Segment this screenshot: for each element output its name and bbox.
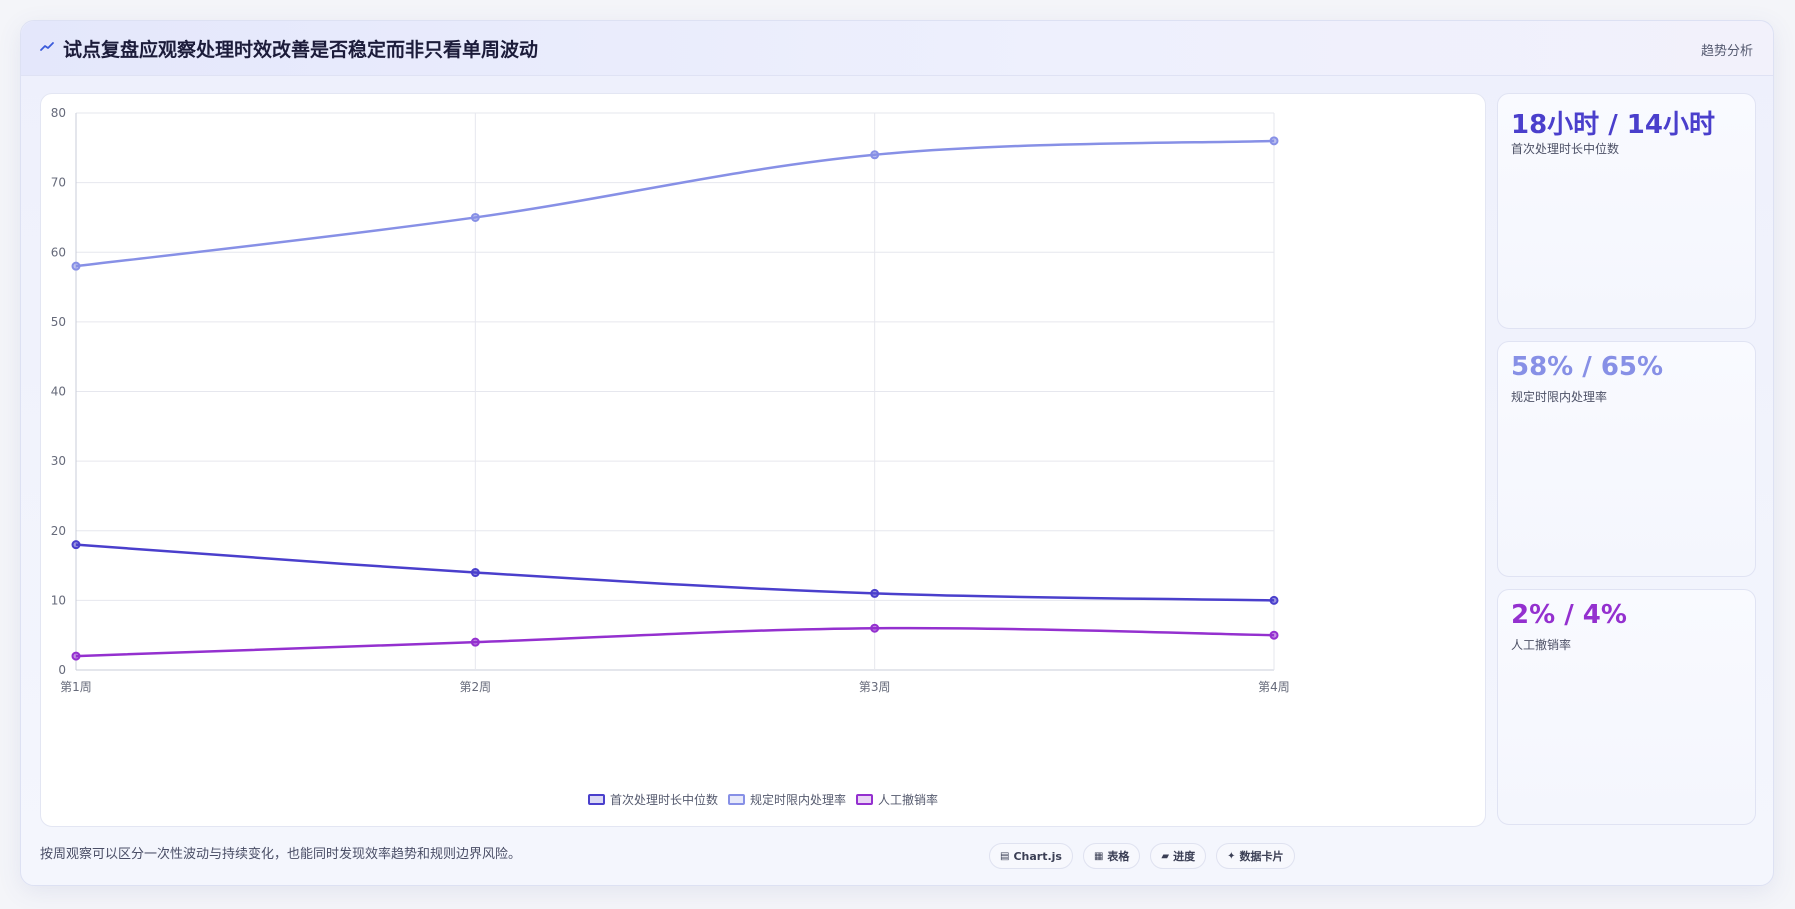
stat-value: 18小时 / 14小时 [1511, 110, 1715, 140]
chart-panel: 0 10 20 30 40 50 60 70 80 第1周 第2周 第3周 第4周 首次处理时长中位数 规… [40, 93, 1486, 827]
data-point [71, 261, 81, 271]
pill-label: 进度 [1173, 850, 1196, 863]
legend-item[interactable]: 首次处理时长中位数 [587, 791, 718, 808]
footnote: 按周观察可以区分一次性波动与持续变化，也能同时发现效率趋势和规则边界风险。 [40, 847, 522, 862]
sparkle-icon: ✦ [1227, 850, 1236, 862]
line-chart: 0 10 20 30 40 50 60 70 80 第1周 第2周 第3周 第4周 [51, 106, 1290, 694]
pill-label: 表格 [1107, 850, 1130, 863]
stat-value: 58% / 65% [1511, 352, 1664, 382]
pill-label: 数据卡片 [1239, 850, 1284, 863]
data-point [470, 637, 480, 647]
x-tick-label: 第3周 [859, 680, 891, 694]
legend-swatch [587, 794, 605, 805]
x-tick-label: 第4周 [1258, 680, 1290, 694]
y-tick-label: 20 [51, 524, 66, 538]
data-point [870, 588, 880, 598]
pill-chartjs[interactable]: ▤ Chart.js [989, 843, 1073, 869]
data-point [71, 651, 81, 661]
pill-table[interactable]: ▦ 表格 [1082, 843, 1141, 869]
card-header: 试点复盘应观察处理时效改善是否稳定而非只看单周波动 趋势分析 [21, 21, 1773, 76]
x-tick-label: 第2周 [460, 680, 492, 694]
pill-data-card[interactable]: ✦ 数据卡片 [1216, 843, 1295, 869]
chart-icon: ▤ [1000, 850, 1010, 862]
y-tick-label: 80 [51, 106, 66, 120]
tech-pills: ▤ Chart.js ▦ 表格 ▰ 进度 ✦ 数据卡片 [989, 843, 1295, 869]
stat-card-revoke-rate: 2% / 4% 人工撤销率 [1497, 589, 1756, 825]
y-tick-label: 50 [51, 315, 66, 329]
y-tick-label: 60 [51, 245, 66, 259]
chart-legend: 首次处理时长中位数 规定时限内处理率 人工撤销率 [41, 791, 1485, 808]
legend-item[interactable]: 规定时限内处理率 [727, 791, 846, 808]
y-tick-label: 40 [51, 385, 66, 399]
data-point [470, 212, 480, 222]
legend-swatch [856, 794, 873, 805]
data-point [470, 568, 480, 578]
data-point [71, 540, 81, 550]
progress-icon: ▰ [1161, 850, 1170, 862]
dashboard-card: 试点复盘应观察处理时效改善是否稳定而非只看单周波动 趋势分析 0 10 20 30 40… [20, 20, 1774, 886]
data-point [1269, 136, 1279, 146]
y-tick-label: 70 [51, 176, 66, 190]
data-point [1269, 630, 1279, 640]
x-tick-label: 第1周 [60, 680, 92, 694]
stat-label: 规定时限内处理率 [1511, 390, 1608, 404]
table-icon: ▦ [1093, 850, 1104, 862]
data-point [870, 623, 880, 633]
series-line [75, 139, 1275, 268]
y-tick-label: 0 [58, 663, 66, 677]
legend-label: 首次处理时长中位数 [609, 793, 718, 807]
legend-swatch [727, 794, 745, 805]
pill-label: Chart.js [1013, 849, 1062, 863]
stat-card-median-duration: 18小时 / 14小时 首次处理时长中位数 [1497, 93, 1756, 329]
series-line [75, 543, 1275, 602]
data-point [870, 150, 880, 160]
y-tick-label: 30 [51, 454, 66, 468]
y-tick-label: 10 [51, 593, 66, 607]
legend-label: 规定时限内处理率 [749, 793, 846, 807]
stat-label: 人工撤销率 [1511, 638, 1572, 652]
pill-progress[interactable]: ▰ 进度 [1150, 843, 1207, 869]
legend-item[interactable]: 人工撤销率 [856, 791, 938, 808]
stat-card-on-time-rate: 58% / 65% 规定时限内处理率 [1497, 341, 1756, 577]
series-line [75, 626, 1275, 658]
trend-icon [40, 42, 54, 51]
stat-value: 2% / 4% [1511, 600, 1627, 630]
header-tag: 趋势分析 [1700, 44, 1753, 59]
data-point [1269, 595, 1279, 605]
legend-label: 人工撤销率 [878, 793, 939, 807]
stat-label: 首次处理时长中位数 [1511, 142, 1620, 156]
page-title: 试点复盘应观察处理时效改善是否稳定而非只看单周波动 [63, 39, 539, 61]
